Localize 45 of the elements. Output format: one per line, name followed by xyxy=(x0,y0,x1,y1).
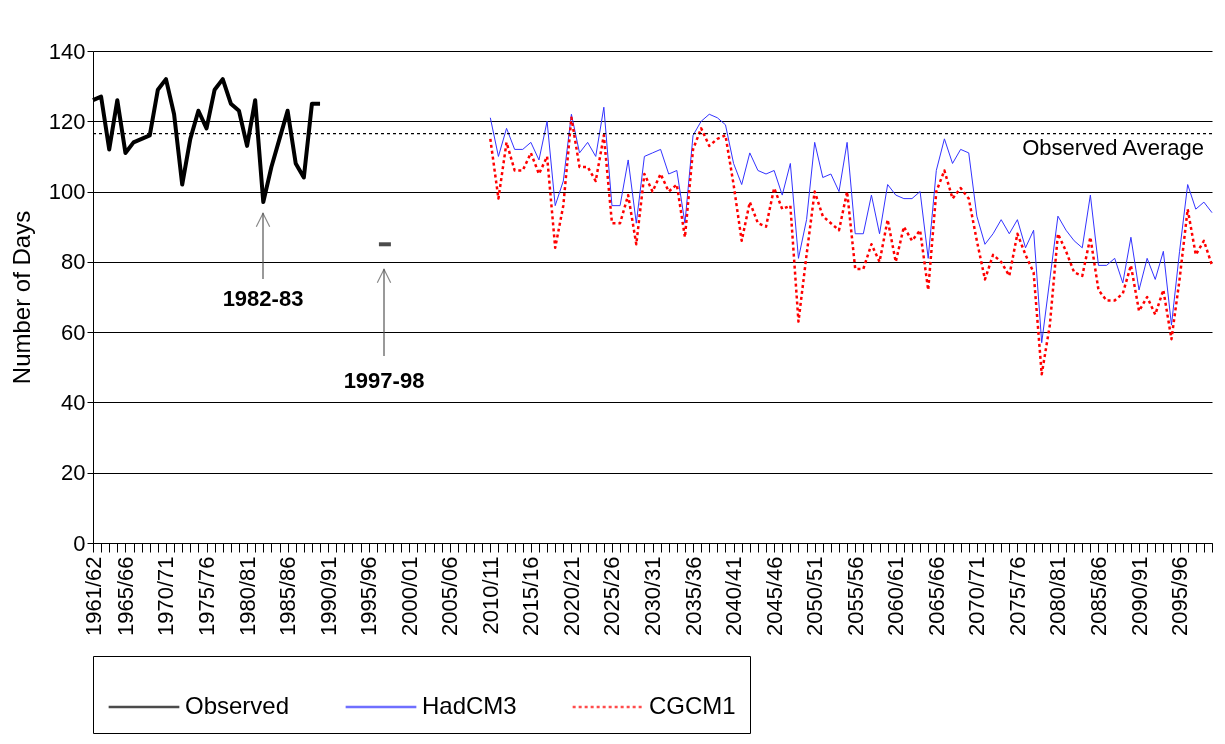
y-tick-label: 120 xyxy=(48,108,86,134)
x-tick-label: 2070/71 xyxy=(964,556,990,637)
x-tick-label: 2005/06 xyxy=(437,556,463,637)
x-tick-label: 2010/11 xyxy=(477,556,503,635)
legend-label: HadCM3 xyxy=(422,692,517,719)
x-tick-label: 2075/76 xyxy=(1004,556,1030,637)
annotation: 1982-83 xyxy=(222,286,304,311)
x-tick-label: 2050/51 xyxy=(802,556,828,637)
x-tick-label: 1965/66 xyxy=(112,556,138,637)
x-tick-label: 2020/21 xyxy=(558,556,584,637)
x-tick-label: 1970/71 xyxy=(153,556,179,637)
x-tick-label: 1975/76 xyxy=(194,556,220,637)
legend-label: Observed xyxy=(185,692,290,719)
x-tick-label: 1990/91 xyxy=(315,556,341,637)
annotation: 1997-98 xyxy=(343,368,425,393)
x-tick-label: 2060/61 xyxy=(883,556,909,637)
x-tick-label: 2025/26 xyxy=(599,556,625,637)
x-tick-label: 2030/31 xyxy=(640,556,665,637)
x-tick-label: 2090/91 xyxy=(1126,556,1152,637)
x-tick-label: 1995/96 xyxy=(356,556,382,637)
x-tick-label: 2085/86 xyxy=(1085,556,1111,637)
x-tick-label: 2000/01 xyxy=(396,556,422,637)
line-series xyxy=(489,116,1214,376)
x-tick-label: 2065/66 xyxy=(923,556,949,637)
y-tick-label: 40 xyxy=(61,389,86,415)
y-tick-label: 80 xyxy=(61,249,86,275)
y-tick-label: 100 xyxy=(48,179,86,205)
x-tick-label: 2080/81 xyxy=(1045,556,1071,637)
ref-line-label: Observed Average xyxy=(1022,134,1204,160)
x-tick-label: 1961/62 xyxy=(80,556,106,637)
y-tick-label: 0 xyxy=(73,530,86,556)
x-tick-label: 1980/81 xyxy=(234,556,260,637)
x-tick-label: 2095/96 xyxy=(1167,556,1193,637)
y-axis-title: Number of Days xyxy=(7,210,35,385)
x-tick-label: 2045/46 xyxy=(761,556,787,637)
x-tick-label: 2015/16 xyxy=(518,556,544,637)
line-series xyxy=(489,106,1213,344)
x-tick-label: 1985/86 xyxy=(275,556,301,637)
x-tick-label: 2055/56 xyxy=(842,556,868,637)
y-tick-label: 140 xyxy=(48,38,86,64)
legend-label: CGCM1 xyxy=(649,692,736,719)
x-tick-label: 2040/41 xyxy=(721,556,747,637)
y-tick-label: 60 xyxy=(61,319,86,345)
y-tick-label: 20 xyxy=(61,460,86,486)
x-tick-label: 2035/36 xyxy=(680,556,706,637)
